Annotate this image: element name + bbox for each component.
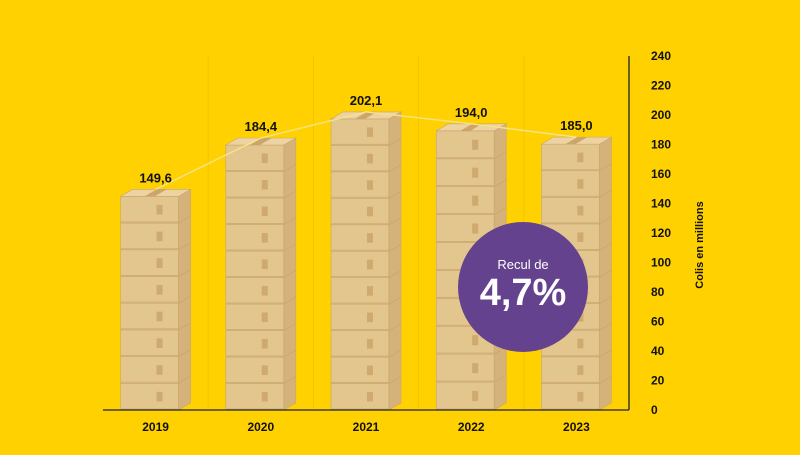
parcel-box — [225, 137, 297, 173]
parcel-box — [225, 375, 297, 411]
axes — [103, 56, 630, 411]
parcel-box — [120, 295, 191, 331]
x-tick-label: 2020 — [247, 420, 274, 434]
parcel-box — [225, 163, 297, 199]
decline-badge: Recul de 4,7% — [458, 222, 588, 352]
bar — [224, 137, 297, 411]
y-tick-label: 80 — [651, 285, 665, 299]
y-tick-label: 240 — [651, 49, 671, 63]
data-label: 185,0 — [560, 118, 593, 133]
bar — [119, 188, 192, 411]
parcel-box — [120, 375, 191, 411]
x-tick-label: 2021 — [353, 420, 380, 434]
parcel-box — [330, 111, 402, 146]
parcel-box — [330, 323, 402, 358]
parcel-box — [330, 349, 402, 385]
x-axis-ticks: 2019 2020 2021 2022 2023 — [142, 420, 590, 434]
y-tick-label: 40 — [651, 344, 665, 358]
parcel-box — [541, 189, 612, 225]
bar — [329, 111, 403, 411]
y-tick-label: 120 — [651, 226, 671, 240]
parcel-tape — [460, 123, 483, 131]
parcel-box — [435, 151, 507, 188]
parcel-box — [225, 190, 297, 226]
parcel-box — [541, 375, 612, 411]
parcel-box — [330, 137, 402, 173]
y-axis-label: Colis en millions — [694, 201, 706, 288]
y-tick-label: 220 — [651, 79, 671, 93]
y-tick-label: 20 — [651, 374, 665, 388]
y-tick-label: 160 — [651, 167, 671, 181]
parcel-box — [330, 243, 402, 279]
badge-caption: Recul de — [497, 257, 548, 272]
y-tick-label: 100 — [651, 256, 671, 270]
parcel-box — [541, 349, 612, 384]
parcel-box — [435, 374, 507, 411]
data-label: 149,6 — [139, 170, 172, 185]
parcel-tape — [249, 138, 272, 146]
y-tick-label: 140 — [651, 197, 671, 211]
parcel-box — [225, 269, 297, 305]
parcel-box — [330, 217, 402, 252]
parcel-tape — [565, 137, 588, 145]
parcel-box — [330, 296, 402, 332]
x-tick-label: 2019 — [142, 420, 169, 434]
trend-line — [155, 111, 577, 190]
parcel-box — [330, 190, 402, 226]
parcel-box — [225, 216, 297, 252]
badge-percentage: 4,7% — [480, 272, 567, 314]
y-axis-ticks: 0 20 40 60 80 100 120 140 160 180 200 220 240 — [651, 49, 671, 417]
parcel-box — [225, 349, 297, 385]
trend-polyline — [155, 111, 577, 190]
data-label: 202,1 — [350, 93, 383, 108]
parcel-box — [435, 346, 507, 383]
data-label: 184,4 — [245, 119, 278, 134]
parcel-tape — [144, 189, 167, 197]
parcel-box — [120, 188, 191, 224]
parcel-box — [120, 349, 191, 384]
parcel-box — [330, 270, 402, 305]
x-tick-label: 2023 — [563, 420, 590, 434]
parcel-tape — [355, 111, 377, 119]
parcel-box — [225, 243, 297, 279]
parcel-box — [435, 179, 507, 216]
y-tick-label: 180 — [651, 138, 671, 152]
parcel-box — [120, 268, 191, 304]
data-labels: 149,6 184,4 202,1 194,0 185,0 — [139, 93, 592, 185]
parcel-box — [120, 242, 191, 277]
parcel-box — [330, 376, 402, 411]
y-tick-label: 60 — [651, 315, 665, 329]
parcel-box — [541, 163, 612, 198]
y-tick-label: 200 — [651, 108, 671, 122]
badge-circle — [458, 222, 588, 352]
y-tick-label: 0 — [651, 403, 658, 417]
data-label: 194,0 — [455, 105, 488, 120]
x-tick-label: 2022 — [458, 420, 485, 434]
